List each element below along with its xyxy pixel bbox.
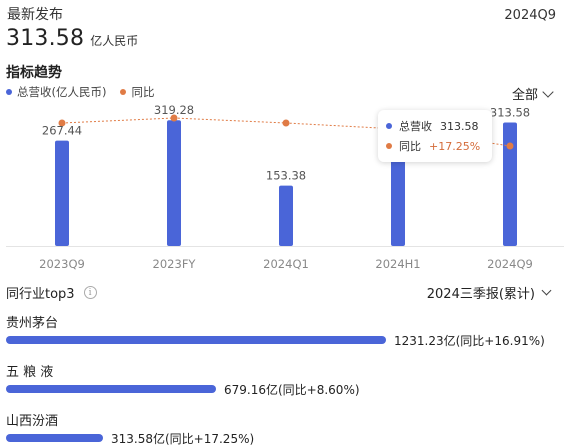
yoy-point-2024Q1: [282, 119, 290, 127]
peer-name[interactable]: 五 粮 液: [6, 365, 54, 380]
legend-item-yoy[interactable]: 同比: [120, 84, 154, 100]
latest-period: 2024Q9: [504, 8, 556, 23]
x-tick-label-2023FY: 2023FY: [153, 257, 197, 271]
headline: 313.58 亿人民币: [6, 26, 138, 51]
peer-period-label: 2024三季报(累计): [426, 287, 535, 302]
chart-legend: 总营收(亿人民币) 同比: [6, 84, 168, 100]
range-filter-dropdown[interactable]: 全部: [511, 84, 554, 103]
peer-name[interactable]: 山西汾酒: [6, 414, 59, 429]
x-tick-label-2023Q9: 2023Q9: [39, 257, 85, 271]
bar-2024Q9[interactable]: [503, 122, 517, 246]
peer-ranking-label: 同行业top3: [6, 287, 75, 302]
yoy-point-2023FY: [170, 114, 178, 122]
tooltip-revenue-label: 总营收: [399, 120, 432, 133]
x-tick-label-2024Q1: 2024Q1: [263, 257, 309, 271]
peer-bar: [6, 434, 103, 442]
peer-value-label: 313.58亿(同比+17.25%): [111, 432, 255, 446]
legend-dot-revenue: [6, 89, 12, 95]
peer-ranking-title: 同行业top3 i: [6, 283, 97, 302]
tooltip-row-yoy: 同比 +17.25%: [386, 136, 484, 156]
tooltip-revenue-value: 313.58: [440, 119, 479, 133]
tooltip-dot-yoy: [386, 143, 392, 149]
latest-release-label: 最新发布: [7, 7, 63, 23]
headline-unit: 亿人民币: [90, 34, 139, 48]
bar-2023FY[interactable]: [167, 120, 181, 246]
legend-dot-yoy: [120, 89, 127, 95]
bar-2024Q1[interactable]: [279, 185, 293, 246]
bar-value-label-2023FY: 319.28: [154, 103, 194, 117]
peer-value-label: 1231.23亿(同比+16.91%): [394, 334, 545, 348]
x-tick-label-2024Q9: 2024Q9: [487, 257, 533, 271]
yoy-point-2023Q9: [58, 119, 66, 127]
peer-period-dropdown[interactable]: 2024三季报(累计): [426, 283, 552, 302]
x-tick-label-2024H1: 2024H1: [375, 257, 420, 271]
bar-value-label-2023Q9: 267.44: [42, 124, 82, 138]
legend-item-revenue[interactable]: 总营收(亿人民币): [6, 84, 106, 100]
legend-label-revenue: 总营收(亿人民币): [17, 85, 107, 99]
tooltip-yoy-label: 同比: [399, 140, 421, 153]
chart-tooltip: 总营收 313.58 同比 +17.25%: [378, 110, 492, 162]
peer-bar: [6, 336, 386, 344]
chevron-down-icon: [541, 285, 552, 296]
peer-bar: [6, 385, 216, 393]
bar-value-label-2024Q1: 153.38: [266, 169, 306, 183]
peer-value-label: 679.16亿(同比+8.60%): [224, 383, 360, 397]
tooltip-row-revenue: 总营收 313.58: [386, 116, 484, 136]
bar-2024H1[interactable]: [391, 160, 405, 246]
legend-label-yoy: 同比: [131, 85, 155, 99]
bar-value-label-2024Q9: 313.58: [490, 105, 530, 119]
headline-value: 313.58: [6, 26, 85, 51]
tooltip-dot-revenue: [386, 123, 392, 129]
trend-chart[interactable]: 267.44 319.28 153.38 313.58 2023Q9 2023FY 2024…: [0, 0, 570, 280]
trend-title: 指标趋势: [6, 65, 62, 81]
peer-name[interactable]: 贵州茅台: [6, 316, 59, 331]
tooltip-yoy-value: +17.25%: [429, 139, 481, 153]
bar-2023Q9[interactable]: [55, 140, 69, 246]
range-filter-label: 全部: [511, 88, 538, 103]
yoy-point-2024Q9: [506, 142, 514, 150]
chevron-down-icon: [542, 85, 554, 98]
info-icon[interactable]: i: [83, 286, 97, 299]
